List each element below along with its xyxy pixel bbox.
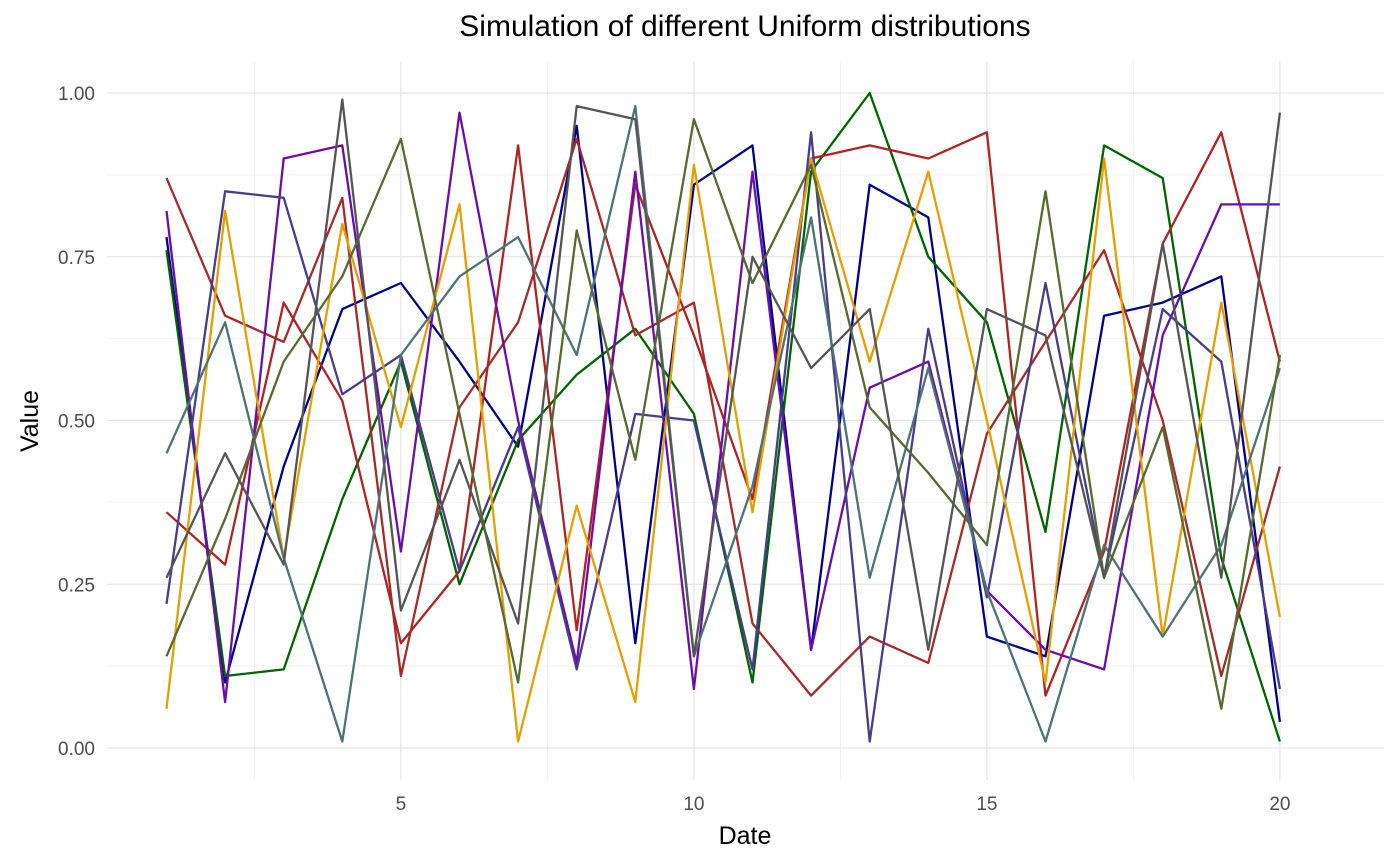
x-tick-labels: 5 10 15 20: [396, 794, 1291, 815]
y-tick-label: 0.25: [58, 575, 95, 596]
series-line-8: [165, 104, 1281, 743]
series-line-10: [165, 98, 1282, 658]
series-line-7: [165, 157, 1282, 743]
series-line-9: [165, 118, 1282, 710]
major-gridlines: [107, 62, 1384, 780]
y-tick-label: 1.00: [58, 84, 95, 105]
y-tick-label: 0.75: [58, 248, 95, 269]
x-tick-label: 5: [396, 794, 407, 815]
x-axis-title: Date: [719, 822, 772, 850]
series-lines: [165, 91, 1282, 743]
y-axis-title: Value: [16, 390, 44, 452]
x-tick-label: 20: [1269, 794, 1290, 815]
series-line-5: [165, 111, 1280, 704]
x-tick-label: 10: [683, 794, 704, 815]
x-tick-label: 15: [976, 794, 997, 815]
y-tick-label: 0.00: [58, 739, 95, 760]
series-line-1: [165, 124, 1282, 722]
series-line-6: [165, 131, 1282, 743]
y-tick-labels: 0.00 0.25 0.50 0.75 1.00: [58, 84, 95, 760]
y-tick-label: 0.50: [58, 412, 95, 433]
chart-title: Simulation of different Uniform distribu…: [459, 10, 1031, 43]
